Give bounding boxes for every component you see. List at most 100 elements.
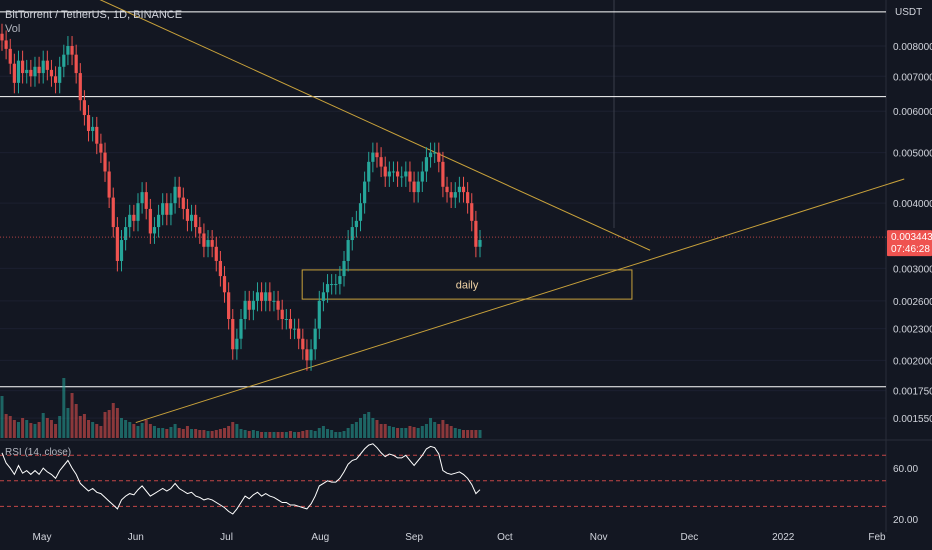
volume-bars	[0, 378, 482, 438]
time-tick-label: Jun	[128, 532, 144, 543]
candle-body	[305, 349, 309, 361]
candle-body	[136, 203, 140, 221]
volume-bar	[111, 403, 115, 438]
volume-bar	[466, 430, 470, 438]
support-zone: daily	[301, 269, 633, 300]
volume-bar	[309, 430, 313, 438]
candle-body	[441, 161, 445, 187]
candle	[86, 105, 91, 142]
last-price-value: 0.003443	[891, 232, 932, 243]
symbol-title[interactable]: BitTorrent / TetherUS, 1D, BINANCE	[5, 9, 183, 21]
volume-bar	[317, 428, 321, 438]
candle-body	[124, 227, 128, 241]
candle-body	[231, 319, 235, 350]
trendlines	[99, 0, 905, 424]
candle	[433, 142, 437, 164]
candle	[437, 142, 441, 173]
candle-body	[346, 240, 350, 261]
volume-bar	[177, 428, 181, 438]
candle	[420, 161, 424, 193]
volume-bar	[107, 410, 111, 438]
rsi-tick-label: 20.00	[893, 515, 918, 526]
time-tick-label: Dec	[681, 532, 699, 543]
candle-body	[474, 220, 478, 247]
candle	[107, 161, 111, 209]
candle-body	[37, 66, 41, 74]
volume-bar	[359, 418, 362, 438]
volume-bar	[412, 427, 416, 438]
volume-bar	[371, 418, 375, 438]
price-tick-label: 0.002300	[893, 325, 932, 336]
volume-bar	[157, 428, 161, 438]
candle-body	[437, 152, 441, 162]
time-tick-label: Sep	[405, 532, 423, 543]
volume-bar	[95, 424, 99, 438]
daily-label: daily	[456, 280, 479, 292]
trendline	[135, 178, 905, 424]
volume-bar	[91, 422, 95, 438]
candle	[375, 142, 379, 168]
price-tick-label: 0.008000	[893, 42, 932, 53]
volume-bar	[29, 423, 33, 438]
candle-body	[338, 276, 342, 285]
candle-body	[53, 76, 58, 83]
candle-body	[8, 48, 12, 64]
candle	[453, 182, 457, 209]
candle-body	[0, 33, 4, 41]
candle	[325, 274, 330, 303]
candle	[346, 230, 350, 272]
volume-bar	[284, 432, 288, 438]
volume-bar	[247, 431, 251, 438]
candle	[391, 161, 396, 182]
candle-body	[91, 126, 95, 131]
volume-bar	[346, 428, 350, 438]
candle	[371, 142, 375, 173]
volume-bar	[148, 424, 152, 438]
candle	[260, 282, 264, 312]
volume-bar	[37, 422, 41, 438]
candle-body	[239, 319, 243, 339]
candle-body	[66, 46, 70, 55]
candle-body	[330, 284, 334, 286]
volume-bar	[441, 420, 445, 438]
candle-body	[144, 192, 148, 209]
volume-bar	[227, 426, 231, 438]
candle-body	[62, 54, 66, 67]
candle-body	[470, 203, 474, 221]
candle	[297, 318, 301, 350]
candle-body	[264, 292, 268, 301]
support-zone-box	[301, 269, 633, 300]
candle-body	[342, 260, 346, 277]
candle-body	[325, 284, 330, 293]
candle	[408, 161, 412, 193]
price-tick-label: 0.002600	[893, 297, 932, 308]
volume-bar	[251, 430, 255, 438]
candle	[33, 56, 37, 87]
price-tick-label: 0.001550	[893, 414, 932, 425]
volume-bar	[58, 416, 62, 438]
horizontal-levels	[0, 11, 886, 388]
candle	[177, 176, 181, 209]
volume-bar	[445, 424, 449, 438]
volume-bar	[144, 420, 148, 438]
time-axis[interactable]: May Jun Jul Aug Sep Oct Nov Dec 2022 Feb	[33, 532, 887, 543]
candle-body	[156, 214, 161, 228]
candle	[144, 182, 148, 220]
candle	[173, 176, 177, 214]
volume-bar	[214, 430, 218, 438]
volume-bar	[404, 428, 408, 438]
rsi-label[interactable]: RSI (14, close)	[5, 447, 72, 458]
candle	[379, 147, 383, 178]
candle	[49, 59, 54, 87]
candle	[478, 230, 482, 258]
candle-body	[49, 69, 54, 77]
candle-body	[292, 328, 297, 330]
candle	[363, 171, 367, 214]
candle	[115, 217, 119, 272]
volume-label[interactable]: Vol	[5, 23, 21, 35]
time-tick-label: Jul	[220, 532, 233, 543]
candle	[66, 36, 70, 66]
price-axis[interactable]: 0.008000 0.007000 0.006000 0.005000 0.004000…	[893, 42, 932, 526]
candle-body	[25, 69, 29, 74]
